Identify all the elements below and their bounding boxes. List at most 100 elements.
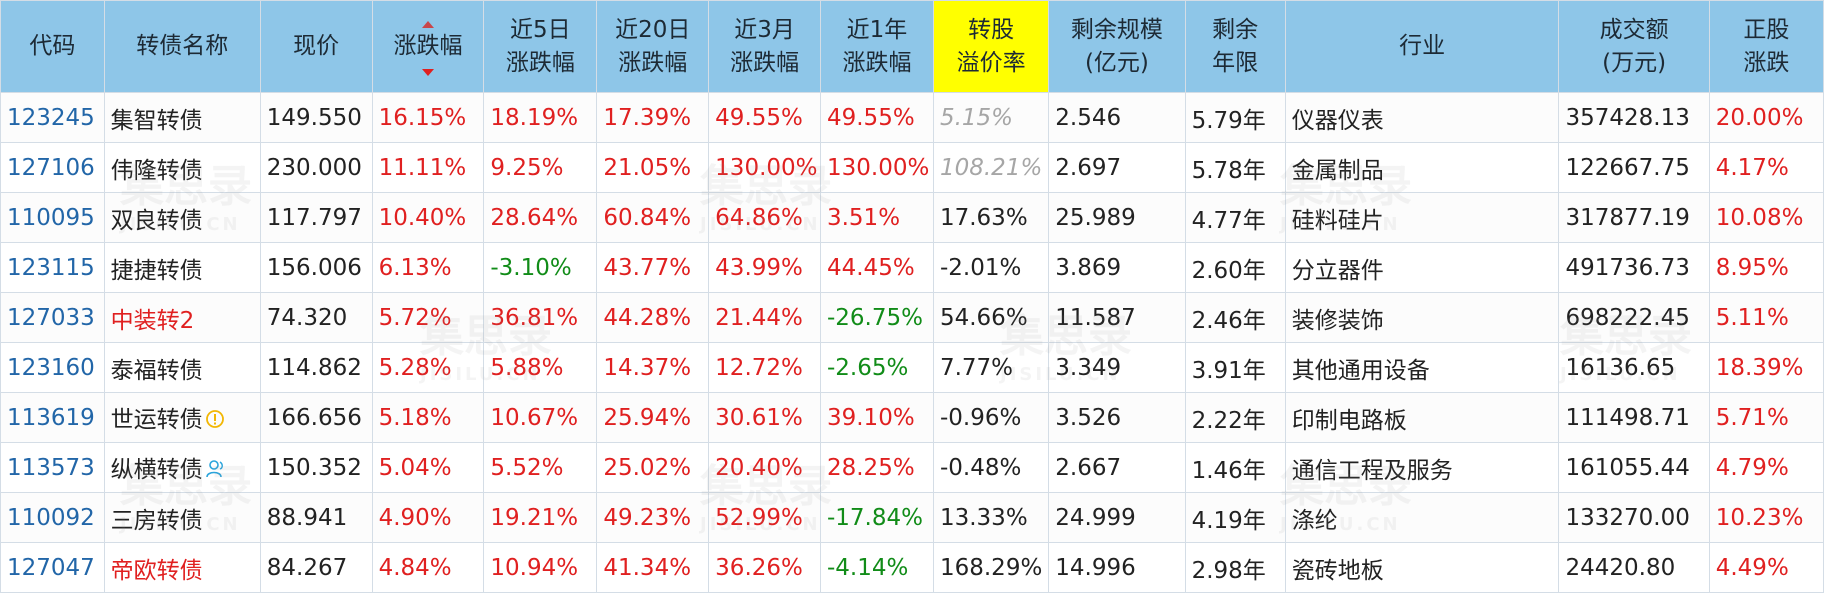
cell-name[interactable]: 三房转债	[103, 492, 261, 543]
sort-desc-icon[interactable]	[421, 69, 434, 76]
col-header-price[interactable]: 现价	[259, 0, 373, 93]
cell-code[interactable]: 113619	[0, 392, 105, 443]
cell-change: 5.04%	[371, 442, 485, 493]
bond-name-text[interactable]: 伟隆转债	[110, 157, 203, 184]
col-header-remaining-years[interactable]: 剩余 年限	[1184, 0, 1286, 93]
table-row[interactable]: 127047 帝欧转债 84.267 4.84% 10.94% 41.34% 36.26% -…	[0, 542, 1824, 593]
cell-premium: -0.48%	[932, 442, 1050, 493]
cell-change-1y: -17.84%	[819, 492, 934, 543]
cell-remaining-years: 4.19年	[1184, 492, 1286, 543]
col-header-change-1y[interactable]: 近1年 涨跌幅	[819, 0, 934, 93]
cell-stock-change: 18.39%	[1708, 342, 1824, 393]
cell-remaining-size: 25.989	[1048, 192, 1186, 243]
cell-code[interactable]: 127033	[0, 292, 105, 343]
table-row[interactable]: 113573 纵横转债 150.352 5.04% 5.52% 25.02% 20.40% 2…	[0, 442, 1824, 493]
cell-price: 117.797	[259, 192, 373, 243]
cell-stock-change: 4.49%	[1708, 542, 1824, 593]
col-header-code[interactable]: 代码	[0, 0, 105, 93]
table-row[interactable]: 110092 三房转债 88.941 4.90% 19.21% 49.23% 52.99% -…	[0, 492, 1824, 543]
bond-name-text[interactable]: 双良转债	[110, 207, 203, 234]
cell-remaining-size: 3.869	[1048, 242, 1186, 293]
bond-name-text[interactable]: 纵横转债	[110, 457, 203, 483]
bond-name-text[interactable]: 帝欧转债	[110, 557, 203, 584]
cell-name[interactable]: 纵横转债	[103, 442, 261, 493]
cell-change-1y: -2.65%	[819, 342, 934, 393]
cell-code[interactable]: 123115	[0, 242, 105, 293]
cell-turnover: 111498.71	[1558, 392, 1710, 443]
cell-name[interactable]: 集智转债	[103, 92, 261, 143]
cell-code[interactable]: 110092	[0, 492, 105, 543]
cell-remaining-size: 11.587	[1048, 292, 1186, 343]
cell-remaining-size: 3.349	[1048, 342, 1186, 393]
cell-change: 5.72%	[371, 292, 485, 343]
col-header-change-3m[interactable]: 近3月 涨跌幅	[708, 0, 821, 93]
cell-industry: 硅料硅片	[1284, 192, 1560, 243]
table-row[interactable]: 110095 双良转债 117.797 10.40% 28.64% 60.84% 64.86…	[0, 192, 1824, 243]
col-header-stock-change[interactable]: 正股 涨跌	[1708, 0, 1824, 93]
col-header-premium[interactable]: 转股 溢价率	[932, 0, 1050, 93]
cell-change-3m: 52.99%	[708, 492, 821, 543]
cell-premium: -2.01%	[932, 242, 1050, 293]
table-row[interactable]: 123115 捷捷转债 156.006 6.13% -3.10% 43.77% 43.99%…	[0, 242, 1824, 293]
cell-code[interactable]: 127047	[0, 542, 105, 593]
table-row[interactable]: 123245 集智转债 149.550 16.15% 18.19% 17.39% 49.55…	[0, 92, 1824, 143]
cell-change-20d: 17.39%	[596, 92, 710, 143]
cell-change-20d: 25.02%	[596, 442, 710, 493]
cell-code[interactable]: 123245	[0, 92, 105, 143]
cell-change-1y: 49.55%	[819, 92, 934, 143]
col-header-industry[interactable]: 行业	[1284, 0, 1560, 93]
cell-name[interactable]: 中装转2	[103, 292, 261, 343]
bond-name-text[interactable]: 中装转2	[110, 307, 195, 334]
cell-remaining-years: 2.60年	[1184, 242, 1286, 293]
bond-name-text[interactable]: 捷捷转债	[110, 257, 203, 284]
cell-code[interactable]: 110095	[0, 192, 105, 243]
table-row[interactable]: 127033 中装转2 74.320 5.72% 36.81% 44.28% 21.44% -…	[0, 292, 1824, 343]
cell-change-20d: 21.05%	[596, 142, 710, 193]
cell-stock-change: 20.00%	[1708, 92, 1824, 143]
col-header-change-20d[interactable]: 近20日 涨跌幅	[596, 0, 710, 93]
cell-price: 230.000	[259, 142, 373, 193]
cell-remaining-size: 2.667	[1048, 442, 1186, 493]
cell-code[interactable]: 113573	[0, 442, 105, 493]
bond-name-text[interactable]: 世运转债	[110, 407, 203, 433]
cell-industry: 装修装饰	[1284, 292, 1560, 343]
sort-asc-icon[interactable]	[421, 21, 434, 28]
cell-turnover: 16136.65	[1558, 342, 1710, 393]
cell-change-20d: 14.37%	[596, 342, 710, 393]
cell-name[interactable]: 世运转债	[103, 392, 261, 443]
cell-premium: 168.29%	[932, 542, 1050, 593]
cell-change-20d: 49.23%	[596, 492, 710, 543]
cell-change: 4.90%	[371, 492, 485, 543]
cell-name[interactable]: 双良转债	[103, 192, 261, 243]
cell-premium: 7.77%	[932, 342, 1050, 393]
bond-name-text[interactable]: 三房转债	[110, 507, 203, 534]
cell-premium: 108.21%	[932, 142, 1050, 193]
bond-name-text[interactable]: 泰福转债	[110, 357, 203, 384]
cell-industry: 金属制品	[1284, 142, 1560, 193]
cell-name[interactable]: 捷捷转债	[103, 242, 261, 293]
cell-stock-change: 4.79%	[1708, 442, 1824, 493]
col-header-turnover[interactable]: 成交额 (万元)	[1558, 0, 1710, 93]
cell-change: 11.11%	[371, 142, 485, 193]
cell-industry: 涤纶	[1284, 492, 1560, 543]
table-body: 123245 集智转债 149.550 16.15% 18.19% 17.39% 49.55…	[0, 92, 1824, 593]
col-header-change-5d[interactable]: 近5日 涨跌幅	[483, 0, 598, 93]
table-row[interactable]: 113619 世运转债 166.656 5.18% 10.67% 25.94% 30.61%…	[0, 392, 1824, 443]
cell-name[interactable]: 帝欧转债	[103, 542, 261, 593]
cell-code[interactable]: 127106	[0, 142, 105, 193]
cell-code[interactable]: 123160	[0, 342, 105, 393]
cell-change-1y: 3.51%	[819, 192, 934, 243]
cell-name[interactable]: 伟隆转债	[103, 142, 261, 193]
warning-icon[interactable]	[205, 409, 225, 435]
col-header-name[interactable]: 转债名称	[103, 0, 261, 93]
bond-name-text[interactable]: 集智转债	[110, 107, 203, 134]
cell-industry: 瓷砖地板	[1284, 542, 1560, 593]
table-row[interactable]: 123160 泰福转债 114.862 5.28% 5.88% 14.37% 12.72% -…	[0, 342, 1824, 393]
cell-change-1y: -4.14%	[819, 542, 934, 593]
cell-name[interactable]: 泰福转债	[103, 342, 261, 393]
person-icon[interactable]	[205, 459, 225, 485]
col-header-change[interactable]: 涨跌幅	[371, 0, 485, 93]
cell-remaining-years: 5.79年	[1184, 92, 1286, 143]
col-header-remaining-size[interactable]: 剩余规模 (亿元)	[1048, 0, 1186, 93]
table-row[interactable]: 127106 伟隆转债 230.000 11.11% 9.25% 21.05% 130.00…	[0, 142, 1824, 193]
